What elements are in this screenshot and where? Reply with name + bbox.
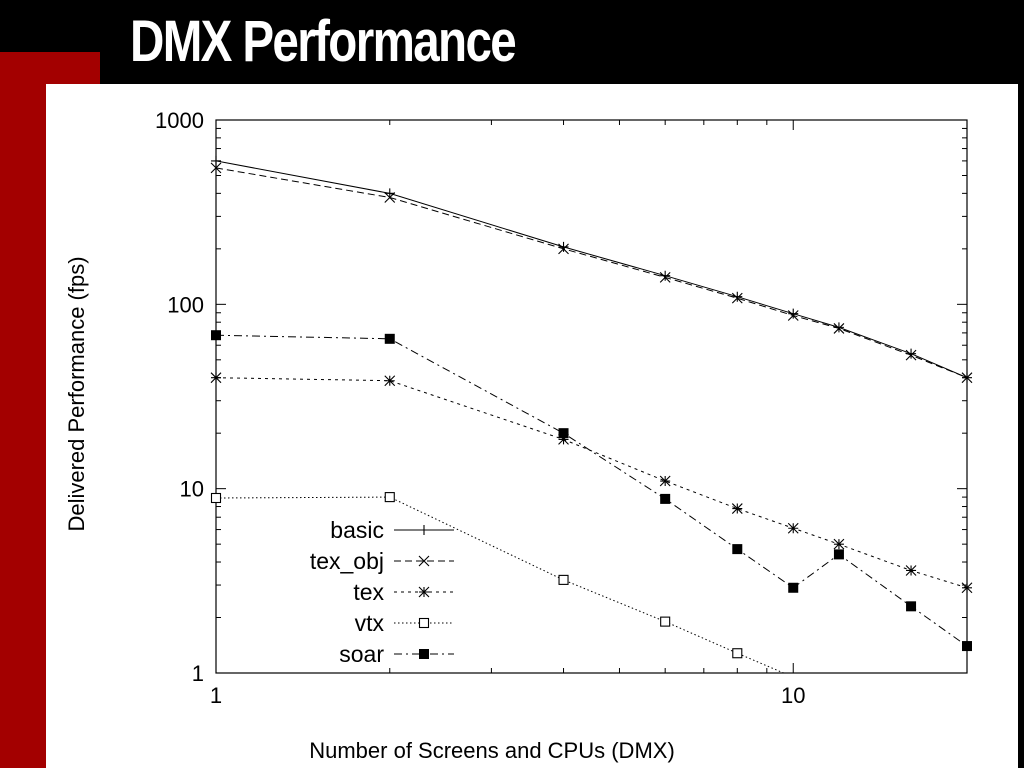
data-point-tex (659, 475, 671, 487)
series-tex (210, 372, 973, 594)
data-point-soar (211, 330, 221, 341)
data-point-tex_obj (210, 162, 222, 174)
data-point-tex (787, 522, 799, 534)
data-point-tex_obj (961, 372, 973, 384)
x-tick-label: 10 (781, 683, 805, 708)
series-line-vtx (216, 496, 785, 673)
x-axis-label: Number of Screens and CPUs (DMX) (309, 738, 675, 763)
legend-marker-basic (419, 525, 429, 535)
data-point-basic (732, 291, 743, 302)
data-point-vtx (210, 492, 222, 504)
data-point-soar (906, 601, 917, 612)
data-point-tex_obj (384, 192, 396, 203)
legend-label-tex: tex (353, 579, 384, 605)
series-vtx (210, 492, 785, 673)
series-tex_obj (210, 162, 973, 384)
data-point-vtx (732, 648, 743, 659)
series-line-soar (216, 334, 967, 647)
legend-label-basic: basic (330, 517, 384, 543)
series-basic (211, 155, 972, 383)
data-point-tex_obj (731, 292, 743, 304)
data-point-tex_obj (659, 272, 671, 283)
series-line-basic (216, 160, 967, 379)
data-point-tex (558, 434, 569, 445)
plot-frame (215, 119, 968, 674)
data-point-tex (961, 582, 973, 594)
data-point-basic (660, 270, 671, 281)
y-tick-label: 1 (192, 661, 204, 686)
legend-label-tex_obj: tex_obj (310, 548, 384, 574)
data-point-tex (731, 503, 743, 514)
data-point-soar (384, 333, 395, 344)
data-point-vtx (558, 574, 569, 585)
data-point-tex (905, 565, 917, 576)
data-point-tex_obj (905, 349, 917, 361)
legend-marker-soar (419, 649, 429, 659)
data-point-basic (211, 155, 221, 166)
data-point-soar (660, 493, 671, 504)
y-tick-label: 1000 (155, 108, 204, 133)
data-point-tex_obj (558, 243, 569, 255)
data-point-basic (788, 308, 799, 319)
data-point-soar (558, 428, 569, 439)
data-point-soar (788, 582, 799, 593)
data-point-basic (558, 241, 569, 252)
legend-label-soar: soar (339, 641, 384, 667)
slide-title: DMX Performance (130, 9, 517, 74)
legend-marker-vtx (418, 617, 430, 629)
data-point-vtx (384, 492, 395, 503)
data-point-tex (384, 375, 396, 387)
data-point-vtx (660, 616, 671, 627)
series-line-tex_obj (216, 167, 967, 379)
y-axis-label: Delivered Performance (fps) (64, 256, 89, 531)
data-point-tex_obj (833, 323, 845, 334)
data-point-soar (732, 544, 743, 555)
data-point-soar (833, 549, 844, 560)
data-point-tex (210, 372, 222, 384)
data-point-tex (833, 538, 845, 550)
x-tick-label: 1 (210, 683, 222, 708)
data-point-soar (962, 641, 972, 652)
legend-marker-tex (418, 586, 430, 598)
y-tick-label: 10 (180, 477, 204, 502)
y-tick-label: 100 (167, 292, 204, 317)
legend-marker-tex_obj (418, 555, 430, 567)
legend-label-vtx: vtx (355, 610, 385, 636)
data-point-tex_obj (787, 310, 799, 321)
series-soar (211, 330, 972, 652)
